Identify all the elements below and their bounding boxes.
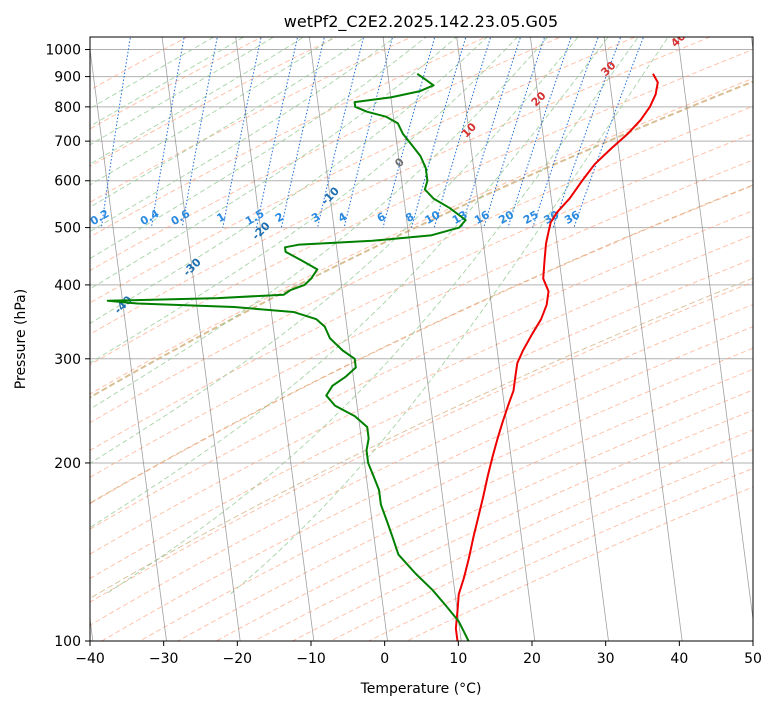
wet-bulb-line	[90, 80, 753, 399]
x-axis-ticks: −40 −30 −20 −10 0 10 20 30 40 50	[75, 641, 762, 667]
y-axis-ticks: 100 200 300 400 500 600 700 800 900 1000	[45, 43, 90, 650]
moist-adiabat-line	[90, 37, 275, 146]
dry-adiabat-line	[100, 326, 753, 641]
isotherm-line	[456, 37, 536, 641]
y-tick-label: 700	[54, 134, 81, 150]
x-tick-label: 30	[597, 651, 615, 667]
x-tick-label: 0	[380, 651, 389, 667]
y-tick-label: 200	[54, 456, 81, 472]
mixing-ratio-line	[433, 37, 492, 228]
x-tick-label: 10	[449, 651, 467, 667]
dry-adiabats	[90, 37, 753, 641]
dry-adiabat-line	[90, 77, 753, 395]
dry-adiabat-line	[90, 303, 753, 626]
moist-adiabat-line	[105, 37, 639, 595]
mixing-ratio-line	[483, 37, 546, 228]
wet-bulb-lines	[90, 80, 753, 599]
mixing-ratio-lines	[100, 37, 645, 228]
dewpoint-profile-line	[106, 72, 470, 641]
mixing-ratio-line	[507, 37, 572, 228]
dry-adiabat-line	[291, 429, 753, 641]
dry-adiabat-line	[90, 132, 753, 451]
isotherm-line	[677, 37, 753, 623]
plot-frame	[89, 36, 754, 642]
moist-adiabat-line	[90, 37, 519, 364]
y-axis-label: Pressure (hPa)	[13, 289, 29, 389]
mixing-ratio-line	[411, 37, 467, 228]
pressure-gridlines	[90, 49, 753, 641]
isotherm-line	[90, 46, 167, 641]
isotherm-line	[161, 37, 241, 641]
x-axis-label: Temperature (°C)	[360, 681, 482, 697]
moist-adiabat-line	[229, 37, 669, 595]
mixing-ratio-line	[181, 37, 218, 228]
x-tick-label: 20	[523, 651, 541, 667]
dry-adiabat-line	[138, 347, 753, 641]
mixing-ratio-line	[382, 37, 436, 228]
isotherms	[90, 37, 753, 641]
x-tick-label: 40	[670, 651, 688, 667]
dry-adiabat-line	[90, 258, 753, 579]
x-tick-label: −10	[296, 651, 326, 667]
y-tick-label: 500	[54, 221, 81, 237]
mixing-ratio-line	[552, 37, 622, 228]
dry-adiabat-line	[177, 368, 753, 641]
y-tick-label: 100	[54, 634, 81, 650]
isotherm-line	[308, 37, 388, 641]
moist-adiabat-line	[90, 37, 458, 290]
dry-adiabat-line	[90, 37, 562, 272]
mixing-ratio-line	[532, 37, 599, 228]
moist-adiabat-line	[90, 37, 366, 208]
x-tick-label: 50	[744, 651, 762, 667]
moist-adiabat-line	[90, 37, 396, 233]
mixing-ratio-line	[256, 37, 299, 228]
moist-adiabat-line	[90, 37, 579, 464]
dry-adiabat-line	[90, 185, 753, 505]
x-tick-label: −20	[223, 651, 253, 667]
sounding-profiles	[106, 72, 659, 641]
temperature-profile-line	[454, 73, 659, 641]
dry-adiabat-line	[90, 37, 637, 304]
y-tick-label: 900	[54, 70, 81, 86]
mixing-ratio-line	[573, 37, 645, 228]
dry-adiabat-line	[253, 409, 753, 641]
dry-adiabat-line	[90, 37, 712, 335]
mixing-ratio-line	[100, 37, 131, 228]
moist-adiabat-line	[90, 37, 609, 529]
mixing-ratio-line	[461, 37, 522, 228]
y-tick-label: 600	[54, 174, 81, 190]
moist-adiabats	[90, 37, 669, 595]
mixing-ratio-line	[317, 37, 365, 228]
y-tick-label: 300	[54, 352, 81, 368]
plot-area: -100-90-80-70-60-50-40-30-20-10010203040…	[90, 37, 753, 641]
y-tick-label: 400	[54, 278, 81, 294]
isotherm-line	[382, 37, 462, 641]
isotherm-line	[235, 37, 315, 641]
y-tick-label: 1000	[45, 43, 81, 59]
dry-adiabat-line	[90, 105, 753, 424]
dry-adiabat-line	[90, 234, 753, 555]
chart-title: wetPf2_C2E2.2025.142.23.05.G05	[284, 12, 558, 32]
x-tick-label: −30	[149, 651, 179, 667]
x-tick-label: −40	[75, 651, 105, 667]
isotherm-line	[603, 37, 683, 641]
mixing-ratio-line	[150, 37, 185, 228]
y-tick-label: 800	[54, 100, 81, 116]
dry-adiabat-line	[215, 389, 753, 641]
wet-bulb-line	[90, 184, 753, 504]
mixing-ratio-line	[280, 37, 325, 228]
moist-adiabat-line	[90, 37, 488, 324]
moist-adiabat-line	[90, 37, 427, 260]
moist-adiabat-line	[90, 37, 549, 410]
dry-adiabat-line	[90, 49, 753, 366]
wet-bulb-line	[90, 277, 753, 599]
moist-adiabat-line	[90, 37, 335, 186]
isotherm-line	[529, 37, 609, 641]
